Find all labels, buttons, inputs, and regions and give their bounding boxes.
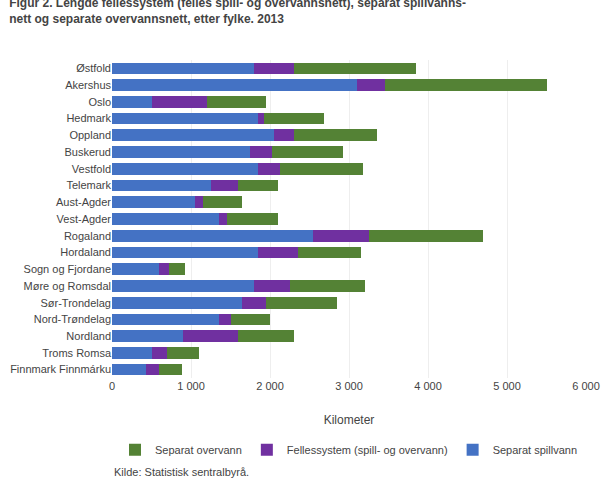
svg-text:Rogaland: Rogaland (64, 230, 111, 242)
svg-text:Aust-Agder: Aust-Agder (56, 196, 111, 208)
svg-text:Troms Romsa: Troms Romsa (42, 347, 112, 359)
svg-text:Vest-Agder: Vest-Agder (57, 213, 112, 225)
svg-text:2 000: 2 000 (256, 380, 284, 392)
svg-text:Vestfold: Vestfold (72, 163, 111, 175)
svg-text:Figur 2. Lengde fellessystem (: Figur 2. Lengde fellessystem (felles spi… (9, 0, 466, 26)
svg-text:Kilde: Statistisk sentralbyrå.: Kilde: Statistisk sentralbyrå. (114, 466, 249, 478)
svg-text:4 000: 4 000 (414, 380, 442, 392)
svg-text:Hedmark: Hedmark (66, 112, 111, 124)
svg-text:3 000: 3 000 (335, 380, 363, 392)
svg-text:Separat spillvann: Separat spillvann (493, 444, 577, 456)
svg-text:Møre og Romsdal: Møre og Romsdal (24, 280, 111, 292)
svg-text:Hordaland: Hordaland (60, 246, 111, 258)
svg-text:0: 0 (109, 380, 115, 392)
svg-text:Nordland: Nordland (66, 330, 111, 342)
svg-text:Kilometer: Kilometer (324, 413, 375, 427)
svg-text:1 000: 1 000 (177, 380, 205, 392)
svg-text:5 000: 5 000 (493, 380, 521, 392)
svg-text:Østfold: Østfold (76, 62, 111, 74)
svg-text:Sogn og Fjordane: Sogn og Fjordane (24, 263, 111, 275)
svg-text:Nord-Trøndelag: Nord-Trøndelag (34, 313, 111, 325)
svg-text:Sør-Trondelag: Sør-Trondelag (40, 297, 111, 309)
svg-text:Oslo: Oslo (88, 96, 111, 108)
svg-text:Oppland: Oppland (69, 129, 111, 141)
svg-text:6 000: 6 000 (572, 380, 600, 392)
svg-text:Buskerud: Buskerud (65, 146, 111, 158)
svg-text:Separat overvann: Separat overvann (155, 444, 242, 456)
svg-text:Akershus: Akershus (65, 79, 111, 91)
svg-text:Fellessystem (spill- og overva: Fellessystem (spill- og overvann) (287, 444, 448, 456)
svg-text:Finnmark Finnmárku: Finnmark Finnmárku (10, 363, 111, 375)
svg-text:Telemark: Telemark (66, 179, 111, 191)
